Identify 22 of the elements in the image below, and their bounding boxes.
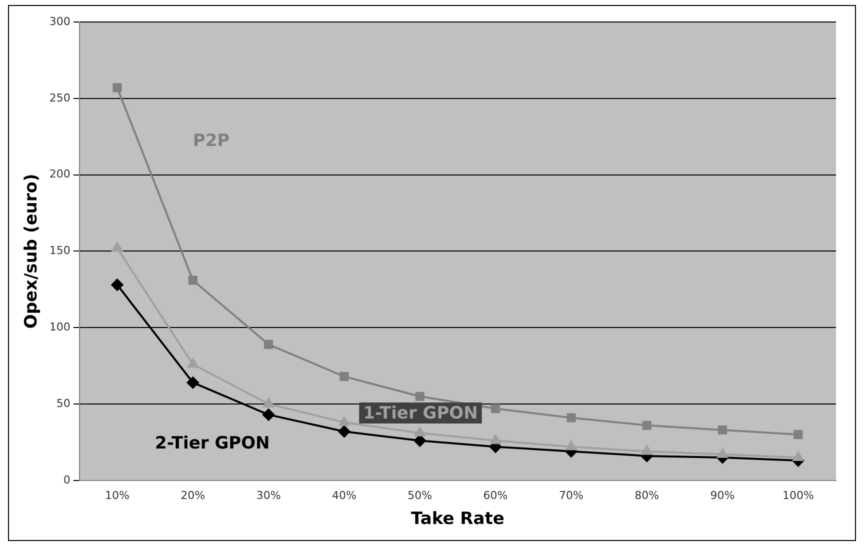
y-tick-label: 250 <box>49 91 70 104</box>
x-tick-label: 40% <box>332 488 356 502</box>
x-tick-label: 80% <box>634 488 660 502</box>
series-label: 2-Tier GPON <box>155 433 270 454</box>
x-tick-label: 70% <box>558 488 584 502</box>
x-axis-title: Take Rate <box>410 509 504 530</box>
x-tick-label: 50% <box>408 488 432 502</box>
x-tick-label: 30% <box>256 488 281 502</box>
y-axis-title: Opex/sub (euro) <box>22 174 42 329</box>
x-tick-label: 20% <box>180 488 206 502</box>
y-tick-label: 50 <box>56 396 70 410</box>
y-tick-label: 100 <box>49 320 70 334</box>
x-tick-label: 100% <box>782 488 814 502</box>
series-label: 1-Tier GPON <box>363 404 478 424</box>
x-tick-label: 60% <box>483 488 508 502</box>
y-tick-label: 150 <box>49 244 70 258</box>
text: P2P <box>192 130 230 151</box>
y-tick-label: 300 <box>49 14 70 28</box>
x-tick-label: 90% <box>710 488 735 502</box>
y-tick-label: 200 <box>49 168 70 181</box>
y-tick-label: 0 <box>63 473 70 486</box>
x-tick-label: 10% <box>105 488 130 502</box>
